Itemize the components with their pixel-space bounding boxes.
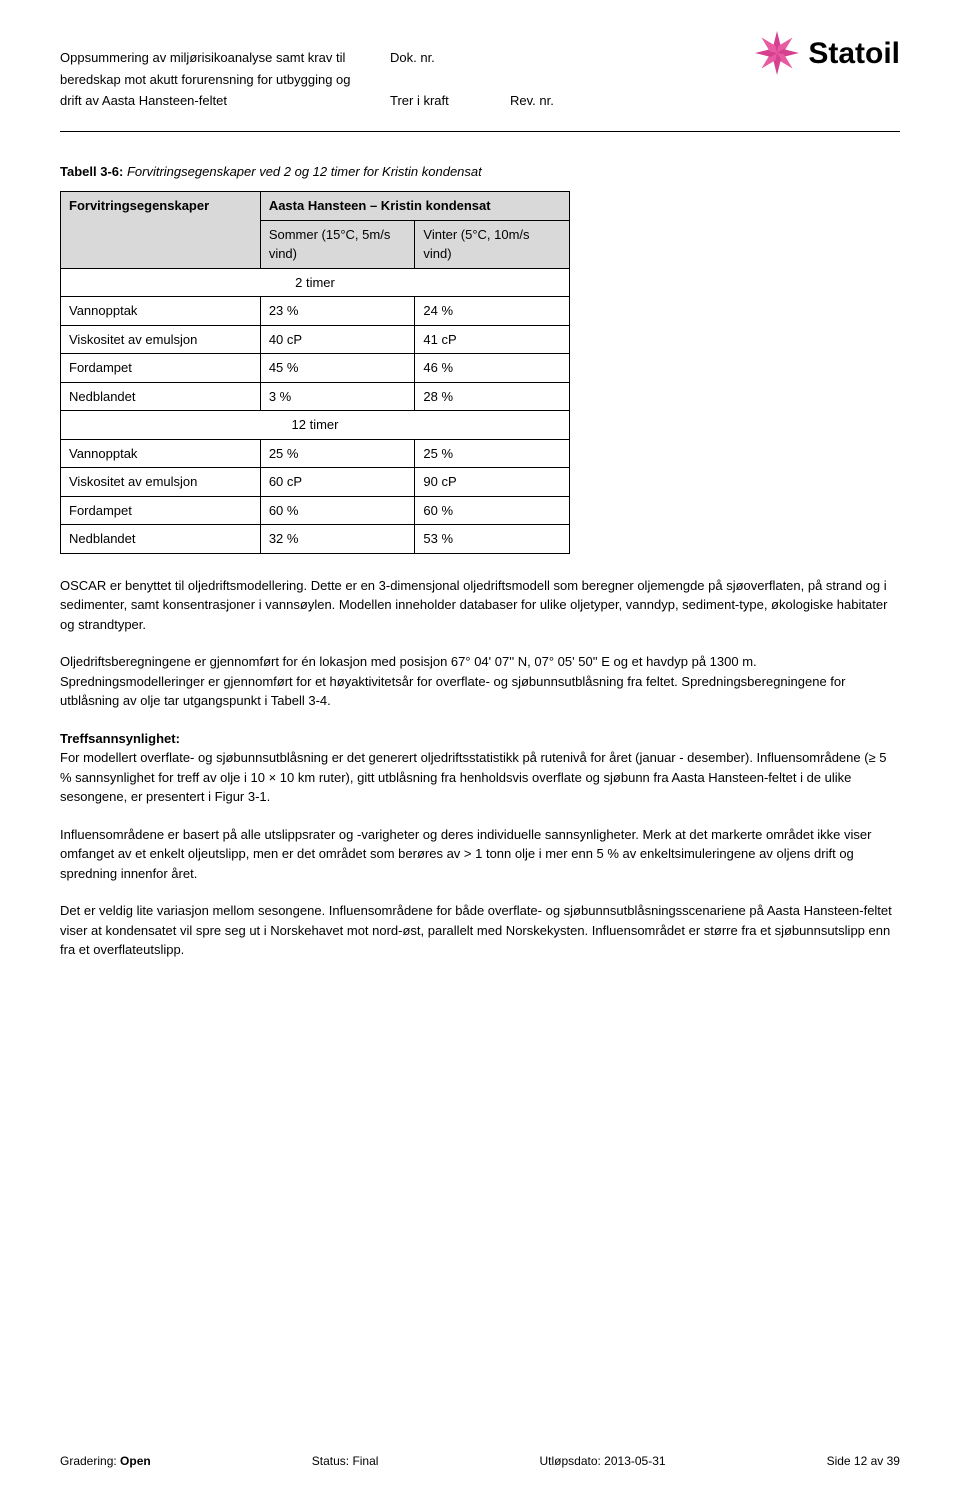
header-title-l1: Oppsummering av miljørisikoanalyse samt … — [60, 48, 390, 68]
table-row: Viskositet av emulsjon 40 cP 41 cP — [61, 325, 570, 354]
expiry-value: 2013-05-31 — [604, 1454, 665, 1468]
cell-sommer: 60 cP — [260, 468, 415, 497]
cell-sommer: 45 % — [260, 354, 415, 383]
cell-label: Vannopptak — [61, 439, 261, 468]
cell-sommer: 3 % — [260, 382, 415, 411]
paragraph-treffsannsynlighet: Treffsannsynlighet: For modellert overfl… — [60, 729, 900, 807]
th-property: Forvitringsegenskaper — [61, 192, 261, 269]
cell-vinter: 41 cP — [415, 325, 570, 354]
cell-label: Viskositet av emulsjon — [61, 325, 261, 354]
cell-vinter: 46 % — [415, 354, 570, 383]
caption-prefix: Tabell 3-6: — [60, 164, 123, 179]
status-value: Final — [352, 1454, 378, 1468]
expiry-label: Utløpsdato: — [539, 1454, 600, 1468]
table-row: Nedblandet 32 % 53 % — [61, 525, 570, 554]
header-rule — [60, 131, 900, 132]
table-row: Nedblandet 3 % 28 % — [61, 382, 570, 411]
treff-title: Treffsannsynlighet: — [60, 731, 180, 746]
footer-grading: Gradering: Open — [60, 1452, 151, 1470]
paragraph-oscar: OSCAR er benyttet til oljedriftsmodeller… — [60, 576, 900, 635]
page-footer: Gradering: Open Status: Final Utløpsdato… — [60, 1452, 900, 1470]
doknr-label: Dok. nr. — [390, 48, 510, 68]
cell-label: Fordampet — [61, 354, 261, 383]
trer-label: Trer i kraft — [390, 91, 510, 111]
logo-text: Statoil — [808, 31, 900, 76]
statoil-star-icon — [752, 28, 802, 78]
th-kondensat: Aasta Hansteen – Kristin kondensat — [260, 192, 569, 221]
cell-vinter: 90 cP — [415, 468, 570, 497]
document-header: Oppsummering av miljørisikoanalyse samt … — [60, 48, 900, 113]
paragraph-variasjon: Det er veldig lite variasjon mellom seso… — [60, 901, 900, 960]
cell-vinter: 25 % — [415, 439, 570, 468]
company-logo: Statoil — [752, 28, 900, 78]
cell-label: Nedblandet — [61, 382, 261, 411]
cell-sommer: 32 % — [260, 525, 415, 554]
forvitring-table: Forvitringsegenskaper Aasta Hansteen – K… — [60, 191, 570, 554]
header-title-l3: drift av Aasta Hansteen-feltet — [60, 91, 390, 111]
table-row: Fordampet 45 % 46 % — [61, 354, 570, 383]
cell-sommer: 60 % — [260, 496, 415, 525]
cell-vinter: 24 % — [415, 297, 570, 326]
paragraph-lokasjon: Oljedriftsberegningene er gjennomført fo… — [60, 652, 900, 711]
table-caption: Tabell 3-6: Forvitringsegenskaper ved 2 … — [60, 162, 900, 182]
grading-label: Gradering: — [60, 1454, 117, 1468]
th-sommer: Sommer (15°C, 5m/s vind) — [260, 220, 415, 268]
table-row: Vannopptak 25 % 25 % — [61, 439, 570, 468]
cell-sommer: 23 % — [260, 297, 415, 326]
th-vinter: Vinter (5°C, 10m/s vind) — [415, 220, 570, 268]
rev-label: Rev. nr. — [510, 91, 630, 111]
cell-vinter: 28 % — [415, 382, 570, 411]
treff-body: For modellert overflate- og sjøbunnsutbl… — [60, 750, 887, 804]
caption-text: Forvitringsegenskaper ved 2 og 12 timer … — [127, 164, 482, 179]
cell-label: Viskositet av emulsjon — [61, 468, 261, 497]
grading-value: Open — [120, 1454, 151, 1468]
cell-vinter: 60 % — [415, 496, 570, 525]
cell-vinter: 53 % — [415, 525, 570, 554]
cell-label: Vannopptak — [61, 297, 261, 326]
header-title-l2: beredskap mot akutt forurensning for utb… — [60, 70, 390, 90]
cell-sommer: 25 % — [260, 439, 415, 468]
section-12timer: 12 timer — [61, 411, 570, 440]
cell-label: Fordampet — [61, 496, 261, 525]
paragraph-influensomrader: Influensområdene er basert på alle utsli… — [60, 825, 900, 884]
footer-page: Side 12 av 39 — [827, 1452, 900, 1470]
footer-status: Status: Final — [312, 1452, 379, 1470]
cell-sommer: 40 cP — [260, 325, 415, 354]
table-row: Fordampet 60 % 60 % — [61, 496, 570, 525]
footer-expiry: Utløpsdato: 2013-05-31 — [539, 1452, 665, 1470]
section-2timer: 2 timer — [61, 268, 570, 297]
status-label: Status: — [312, 1454, 349, 1468]
doknr-value — [510, 48, 630, 68]
header-meta: Oppsummering av miljørisikoanalyse samt … — [60, 48, 752, 113]
cell-label: Nedblandet — [61, 525, 261, 554]
table-row: Viskositet av emulsjon 60 cP 90 cP — [61, 468, 570, 497]
table-row: Vannopptak 23 % 24 % — [61, 297, 570, 326]
